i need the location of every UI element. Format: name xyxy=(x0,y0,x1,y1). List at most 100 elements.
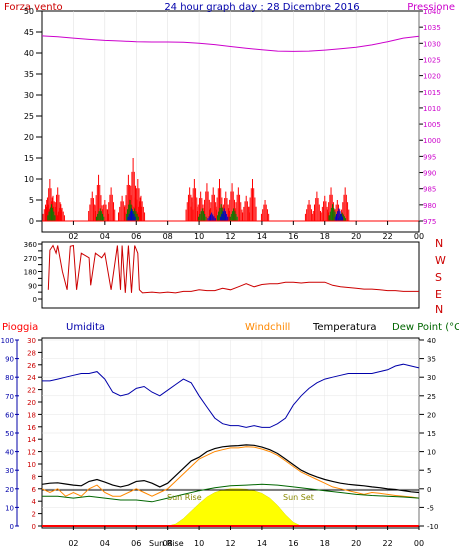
humidity-tick-label: 60 xyxy=(5,411,14,419)
rain-tick-label: 4 xyxy=(32,498,37,506)
direction-letter: N xyxy=(435,237,443,250)
sun-rise-label: Sun Rise xyxy=(167,493,202,502)
rain-tick-label: 20 xyxy=(27,399,36,407)
rain-tick-label: 30 xyxy=(27,337,36,345)
x-tick-label: 10 xyxy=(194,539,204,548)
direction-tick-label: 360 xyxy=(24,241,37,249)
direction-letter: S xyxy=(435,271,442,284)
humidity-tick-label: 30 xyxy=(5,467,14,475)
x-tick-label: 18 xyxy=(320,539,330,548)
dewpoint-line xyxy=(42,483,420,503)
x-tick-label: 14 xyxy=(257,539,267,548)
x-tick-label: 12 xyxy=(225,539,235,548)
rain-tick-label: 0 xyxy=(32,523,36,531)
rain-tick-label: 28 xyxy=(27,349,36,357)
humidity-tick-label: 80 xyxy=(5,374,14,382)
wind-tick-label: 20 xyxy=(24,133,34,142)
wind-bars xyxy=(42,158,419,222)
pressure-tick-label: 1010 xyxy=(423,105,441,113)
wind-tick-label: 45 xyxy=(24,28,34,37)
pressure-tick-label: 1020 xyxy=(423,73,441,81)
pressure-tick-label: 995 xyxy=(423,153,436,161)
wind-x-ticks: 02 04 06 08 10 12 14 16 18 20 22 00 xyxy=(68,221,424,241)
rain-tick-label: 14 xyxy=(27,436,36,444)
direction-letter: W xyxy=(435,254,446,267)
humidity-tick-label: 70 xyxy=(5,393,14,401)
rain-tick-label: 16 xyxy=(27,424,36,432)
x-tick-label: 08 xyxy=(163,232,173,241)
rain-tick-label: 22 xyxy=(27,387,36,395)
legend-item: Temperatura xyxy=(312,322,377,333)
direction-line xyxy=(47,244,419,294)
x-tick-label: 20 xyxy=(351,232,361,241)
humidity-tick-label: 20 xyxy=(5,486,14,494)
wind-tick-label: 0 xyxy=(29,217,34,226)
temperature-tick-label: 15 xyxy=(427,430,436,438)
direction-tick-label: 180 xyxy=(24,269,37,277)
wind-tick-label: 30 xyxy=(24,91,34,100)
wind-tick-label: 50 xyxy=(24,7,34,16)
pressure-tick-label: 975 xyxy=(423,218,436,226)
pressure-tick-label: 1025 xyxy=(423,56,441,64)
temperature-tick-label: -5 xyxy=(427,504,434,512)
rain-tick-label: 2 xyxy=(32,511,36,519)
x-tick-label: 08 xyxy=(163,539,173,548)
x-tick-label: 00 xyxy=(414,539,424,548)
temperature-tick-label: 40 xyxy=(427,337,436,345)
x-tick-label: 02 xyxy=(68,539,78,548)
wind-tick-label: 35 xyxy=(24,70,34,79)
pressure-tick-label: 980 xyxy=(423,202,436,210)
pressure-tick-label: 1035 xyxy=(423,24,441,32)
direction-letter: N xyxy=(435,303,443,316)
temperature-axis-ticks: -10 -5 0 5 10 15 20 25 30 35 40 xyxy=(419,337,438,531)
temperature-tick-label: 20 xyxy=(427,411,436,419)
x-tick-label: 00 xyxy=(414,232,424,241)
x-tick-label: 16 xyxy=(288,232,298,241)
pressure-tick-label: 1005 xyxy=(423,121,441,129)
temperature-tick-label: 5 xyxy=(427,467,431,475)
x-tick-label: 06 xyxy=(131,232,141,241)
x-tick-label: 22 xyxy=(382,232,392,241)
rain-tick-label: 10 xyxy=(27,461,36,469)
wind-direction-panel xyxy=(41,241,420,309)
x-tick-label: 04 xyxy=(100,539,110,548)
x-tick-label: 02 xyxy=(68,232,78,241)
direction-tick-label: 90 xyxy=(28,282,37,290)
pressure-tick-label: 1030 xyxy=(423,40,441,48)
humidity-axis-ticks: 0 10 20 30 40 50 60 70 80 90 100 xyxy=(1,337,19,531)
rain-tick-label: 24 xyxy=(27,374,36,382)
pressure-tick-label: 1000 xyxy=(423,137,441,145)
x-tick-label: 16 xyxy=(288,539,298,548)
wind-force-label: Forza vento xyxy=(4,2,63,13)
pressure-line xyxy=(41,35,420,52)
humidity-tick-label: 10 xyxy=(5,504,14,512)
pressure-label: Pressione xyxy=(407,2,455,13)
legend-item: Dew Point (°C xyxy=(392,322,459,333)
rain-tick-label: 26 xyxy=(27,362,36,370)
direction-tick-label: 270 xyxy=(24,255,37,263)
legend: Pioggia Umidita Windchill Temperatura Dew Po… xyxy=(2,322,459,333)
humidity-tick-label: 90 xyxy=(5,356,14,364)
solar-area xyxy=(167,488,302,527)
temperature-tick-label: 10 xyxy=(427,449,436,457)
sun-rise-tick-label: Sun Rise xyxy=(149,539,184,548)
humidity-tick-label: 50 xyxy=(5,430,14,438)
pressure-tick-label: 1015 xyxy=(423,89,441,97)
temperature-tick-label: -10 xyxy=(427,523,438,531)
temperature-tick-label: 0 xyxy=(427,486,431,494)
x-tick-label: 18 xyxy=(320,232,330,241)
temperature-x-ticks: 02 04 06 08 10 12 14 16 18 20 22 00 xyxy=(68,526,424,548)
rain-tick-label: 8 xyxy=(32,473,36,481)
x-tick-label: 10 xyxy=(194,232,204,241)
direction-tick-label: 0 xyxy=(33,296,37,304)
wind-tick-label: 5 xyxy=(29,196,34,205)
pressure-axis-ticks: 975 980 985 990 995 1000 1005 1010 1015 1020 1025 1… xyxy=(419,8,441,226)
wind-tick-label: 15 xyxy=(24,154,34,163)
pressure-tick-label: 1040 xyxy=(423,8,441,16)
x-tick-label: 12 xyxy=(225,232,235,241)
x-tick-label: 04 xyxy=(100,232,110,241)
legend-item: Umidita xyxy=(66,322,105,333)
wind-tick-label: 40 xyxy=(24,49,34,58)
